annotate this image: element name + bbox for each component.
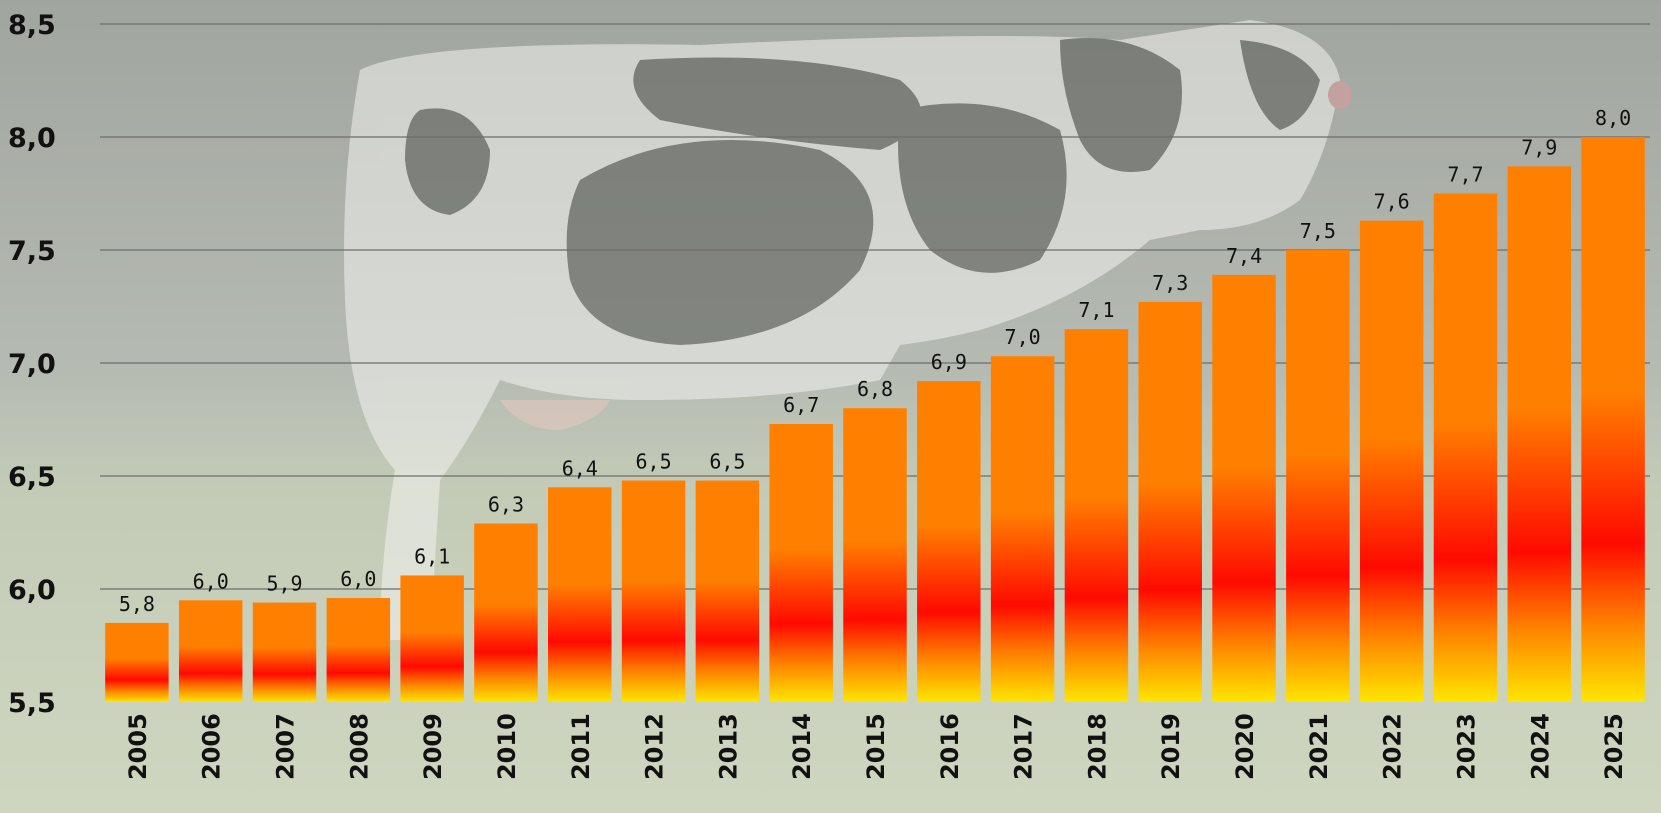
bars (105, 137, 1645, 702)
x-tick-label-2022: 2022 (1379, 713, 1407, 780)
bar-2013 (695, 480, 760, 702)
x-tick-label-2025: 2025 (1600, 713, 1628, 780)
x-tick-label-2017: 2017 (1010, 713, 1038, 780)
data-label-2025: 8,0 (1595, 106, 1631, 130)
x-tick-label-2010: 2010 (493, 713, 521, 780)
data-label-2012: 6,5 (636, 450, 672, 474)
data-label-2013: 6,5 (709, 450, 745, 474)
data-labels: 5,8 6,0 5,9 6,0 6,1 6,3 6,4 6,5 6,5 6,7 6,8 6,9 7,0 7… (119, 106, 1631, 616)
x-tick-label-2009: 2009 (419, 713, 447, 780)
data-label-2014: 6,7 (783, 393, 819, 417)
bar-2021 (1286, 250, 1350, 702)
x-tick-label-2019: 2019 (1157, 713, 1185, 780)
data-label-2010: 6,3 (488, 492, 524, 516)
bar-2008 (326, 598, 391, 702)
data-label-2019: 7,3 (1152, 271, 1188, 295)
bar-2007 (252, 602, 317, 702)
data-label-2016: 6,9 (931, 350, 967, 374)
data-label-2022: 7,6 (1374, 190, 1410, 214)
bar-2006 (178, 600, 243, 702)
data-label-2020: 7,4 (1226, 244, 1262, 268)
y-tick-label: 8,5 (8, 10, 56, 41)
y-tick-label: 7,5 (8, 236, 56, 267)
bar-2010 (474, 523, 538, 702)
x-tick-label-2018: 2018 (1083, 713, 1111, 780)
x-tick-label-2024: 2024 (1526, 713, 1554, 780)
bar-2009 (400, 575, 464, 702)
x-tick-label-2014: 2014 (788, 713, 816, 780)
bar-2015 (843, 408, 907, 702)
x-tick-label-2007: 2007 (272, 713, 300, 780)
bar-2005 (105, 622, 169, 702)
x-tick-label-2013: 2013 (714, 713, 742, 780)
bar-2012 (621, 480, 686, 702)
bar-2014 (769, 424, 833, 702)
bar-2016 (917, 381, 981, 702)
data-label-2024: 7,9 (1521, 135, 1557, 159)
data-label-2023: 7,7 (1447, 163, 1483, 187)
y-axis: 5,5 6,0 6,5 7,0 7,5 8,0 8,5 (8, 10, 56, 719)
x-tick-label-2011: 2011 (567, 713, 595, 780)
x-tick-label-2008: 2008 (345, 713, 373, 780)
bar-2024 (1507, 166, 1572, 702)
y-tick-label: 8,0 (8, 123, 56, 154)
bar-2023 (1433, 193, 1498, 702)
data-label-2007: 5,9 (266, 572, 302, 596)
data-label-2005: 5,8 (119, 592, 155, 616)
bar-2019 (1138, 301, 1202, 702)
x-tick-label-2012: 2012 (641, 713, 669, 780)
data-label-2018: 7,1 (1078, 298, 1114, 322)
x-tick-label-2023: 2023 (1452, 713, 1480, 780)
data-label-2006: 6,0 (193, 569, 229, 593)
x-tick-label-2020: 2020 (1231, 713, 1259, 780)
data-label-2017: 7,0 (1005, 325, 1041, 349)
y-tick-label: 7,0 (8, 349, 56, 380)
bar-2017 (990, 356, 1055, 702)
bar-2022 (1359, 220, 1424, 702)
data-label-2009: 6,1 (414, 544, 450, 568)
data-label-2021: 7,5 (1300, 219, 1336, 243)
data-label-2008: 6,0 (340, 567, 376, 591)
y-tick-label: 5,5 (8, 688, 56, 719)
data-label-2015: 6,8 (857, 377, 893, 401)
bar-2025 (1581, 137, 1645, 702)
bar-2018 (1064, 329, 1129, 702)
y-tick-label: 6,5 (8, 462, 56, 493)
x-tick-label-2015: 2015 (862, 713, 890, 780)
x-tick-label-2016: 2016 (936, 713, 964, 780)
y-tick-label: 6,0 (8, 575, 56, 606)
x-tick-label-2006: 2006 (198, 713, 226, 780)
data-label-2011: 6,4 (562, 456, 598, 480)
x-axis: 2005 2006 2007 2008 2009 2010 2011 2012 2013 2014… (124, 713, 1628, 780)
bar-2011 (548, 487, 612, 702)
x-tick-label-2021: 2021 (1305, 713, 1333, 780)
bar-2020 (1212, 274, 1276, 702)
x-tick-label-2005: 2005 (124, 713, 152, 780)
